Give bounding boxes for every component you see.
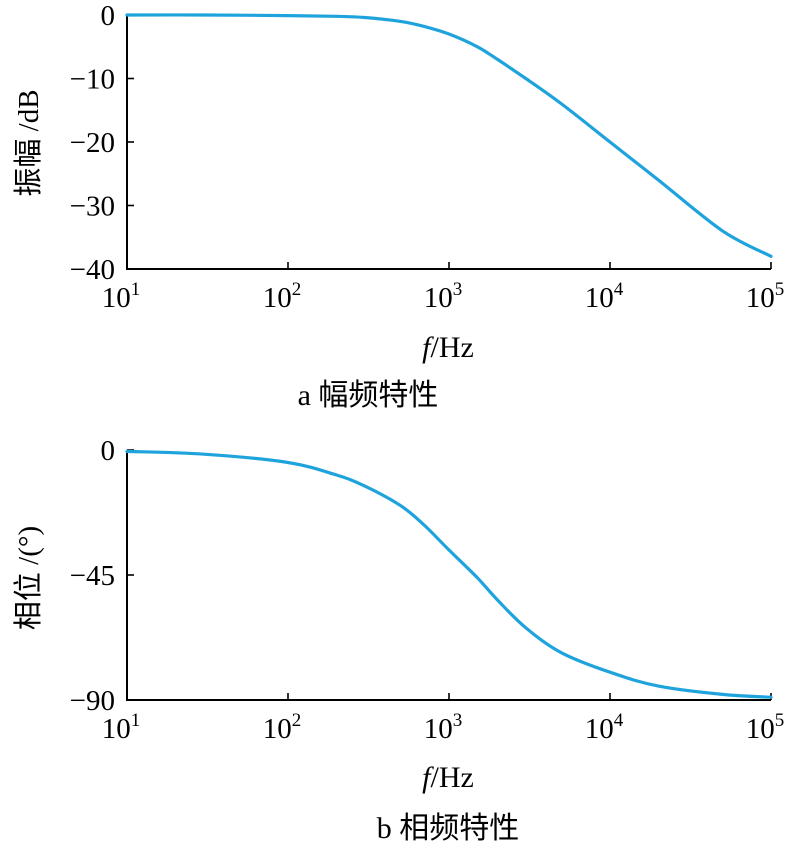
series-line-a [125, 13, 773, 258]
x-tick-label-b: 105 [746, 710, 785, 745]
axis-frame-b [126, 450, 771, 701]
x-tick-label-a: 102 [263, 279, 302, 314]
y-tick-label-a: 0 [101, 0, 116, 32]
x-tick-label-a: 105 [746, 279, 785, 314]
y-tick-label-b: 0 [101, 435, 116, 467]
x-tick-label-b: 104 [585, 710, 624, 745]
y-axis-label-a: 振幅 /dB [12, 89, 45, 196]
y-tick-label-b: −45 [70, 560, 115, 592]
x-axis-label-b: f/Hz [422, 761, 474, 794]
x-tick-label-b: 103 [424, 710, 463, 745]
x-tick-label-b: 102 [263, 710, 302, 745]
x-tick-label-b: 101 [102, 710, 141, 745]
axis-frame-a [126, 15, 771, 270]
y-tick-label-a: −10 [70, 64, 115, 96]
x-axis-label-a-unit: /Hz [431, 331, 474, 364]
y-tick-label-a: −20 [70, 127, 115, 159]
caption-a: a 幅频特性 [298, 379, 439, 412]
caption-b: b 相频特性 [377, 812, 520, 845]
y-axis-label-b: 相位 /(°) [12, 526, 45, 630]
series-line-b [125, 449, 773, 699]
x-tick-label-a: 104 [585, 279, 624, 314]
y-tick-label-a: −30 [70, 191, 115, 223]
x-axis-label-a: f/Hz [422, 331, 474, 364]
x-tick-label-a: 103 [424, 279, 463, 314]
y-tick-label-a: −40 [70, 254, 115, 286]
y-tick-label-b: −90 [70, 685, 115, 717]
x-tick-label-a: 101 [102, 279, 141, 314]
x-axis-label-b-unit: /Hz [431, 761, 474, 794]
